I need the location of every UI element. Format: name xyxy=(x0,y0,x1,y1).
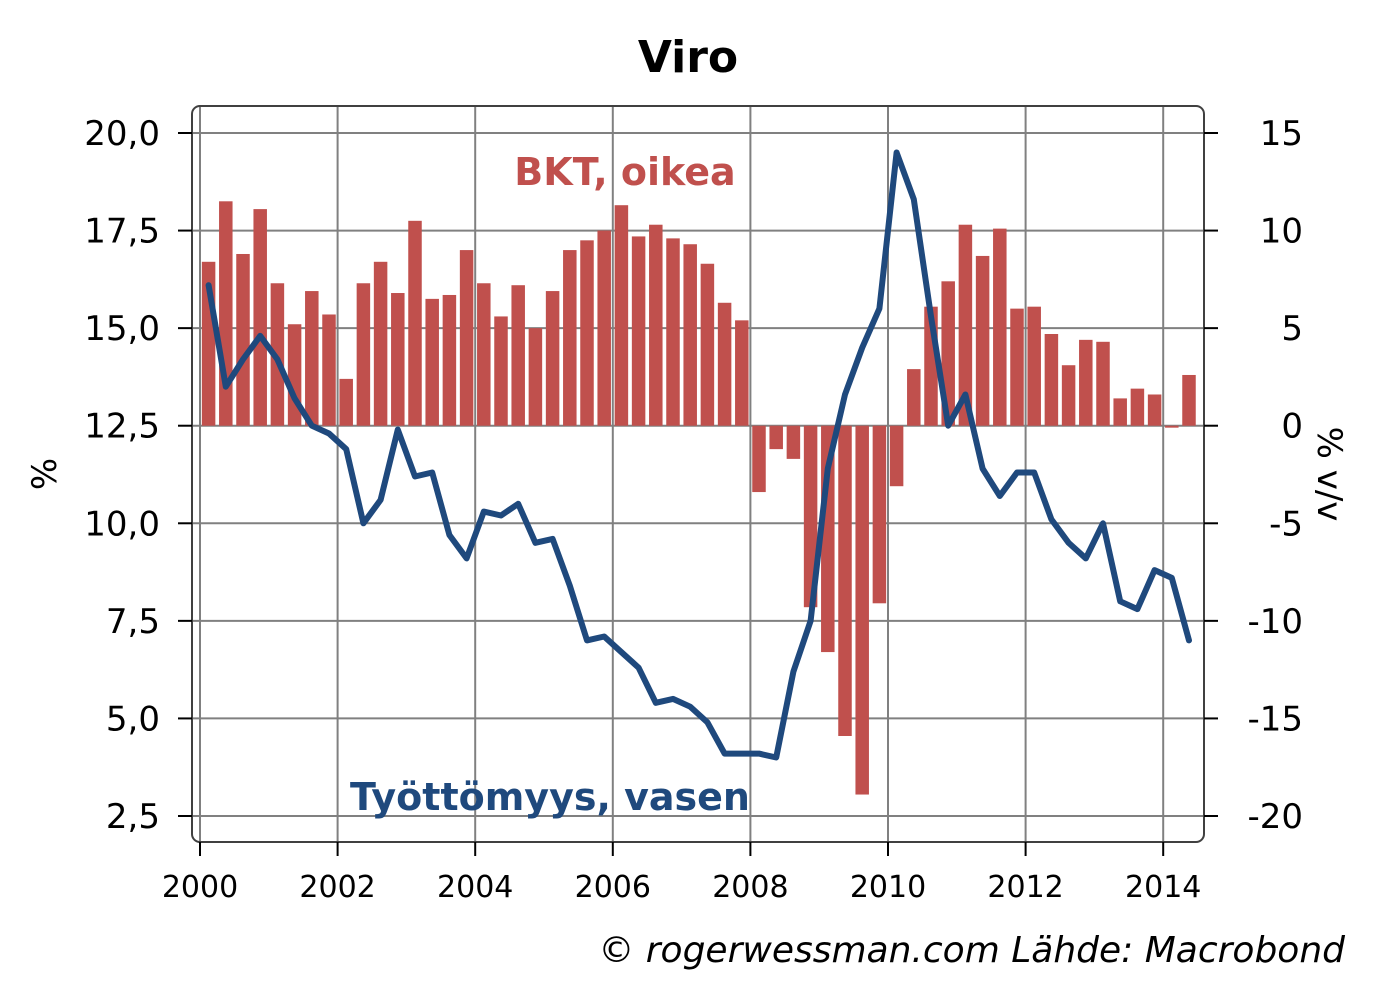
right-tick-label-0: -20 xyxy=(1247,797,1303,837)
gdp-bar-56 xyxy=(1165,425,1179,428)
gdp-bar-40 xyxy=(889,425,904,487)
gdp-bar-47 xyxy=(1010,308,1024,426)
gdp-bar-25 xyxy=(631,236,646,426)
gdp-bar-32 xyxy=(752,425,766,493)
gdp-bar-51 xyxy=(1079,339,1093,426)
gdp-bar-31 xyxy=(735,320,749,426)
gdp-bar-55 xyxy=(1147,394,1162,426)
gdp-bar-13 xyxy=(425,298,439,426)
left-tick-label-7: 20,0 xyxy=(84,114,160,154)
gdp-bar-49 xyxy=(1044,333,1059,426)
left-axis-label: % xyxy=(25,458,65,490)
x-tick-label-2: 2004 xyxy=(437,870,513,905)
gdp-bar-48 xyxy=(1027,306,1041,426)
gdp-bar-12 xyxy=(408,220,422,426)
x-tick-label-4: 2008 xyxy=(712,870,788,905)
gdp-bar-52 xyxy=(1096,341,1110,426)
gdp-bar-8 xyxy=(339,378,353,426)
gdp-bar-14 xyxy=(442,294,457,426)
gdp-bar-29 xyxy=(700,263,715,426)
left-tick-label-4: 12,5 xyxy=(84,407,160,447)
gdp-bar-9 xyxy=(356,283,371,426)
gdp-bar-54 xyxy=(1130,388,1145,426)
right-axis-label: % v/v xyxy=(1309,427,1349,522)
gdp-bar-53 xyxy=(1113,398,1127,426)
source-credit: © rogerwessman.com Lähde: Macrobond xyxy=(598,930,1346,971)
gdp-bar-46 xyxy=(993,228,1007,426)
gdp-bar-2 xyxy=(236,253,250,426)
unemployment-line-group xyxy=(205,149,1192,761)
gdp-bar-17 xyxy=(494,316,508,426)
gdp-bar-22 xyxy=(580,240,594,426)
chart-title: Viro xyxy=(638,32,738,83)
gdp-bar-44 xyxy=(958,224,973,426)
x-tick-label-6: 2012 xyxy=(987,870,1063,905)
gdp-bar-19 xyxy=(528,328,543,426)
x-tick-label-3: 2006 xyxy=(575,870,651,905)
gdp-bar-1 xyxy=(219,201,233,426)
gdp-bar-15 xyxy=(459,250,474,426)
gdp-bar-57 xyxy=(1182,374,1196,426)
gdp-series-label: BKT, oikea xyxy=(514,150,735,194)
gdp-bar-41 xyxy=(907,369,921,426)
right-axis-ticks: -20 -15 -10 -5 0 5 10 15 xyxy=(1204,114,1303,837)
left-tick-label-5: 15,0 xyxy=(84,309,160,349)
gdp-bar-24 xyxy=(614,205,629,426)
right-tick-label-3: -5 xyxy=(1269,504,1303,544)
left-tick-label-3: 10,0 xyxy=(84,504,160,544)
gdp-bar-21 xyxy=(563,250,577,426)
grid-lines xyxy=(192,106,1204,842)
right-tick-label-2: -10 xyxy=(1247,602,1303,642)
gdp-bar-37 xyxy=(838,425,852,736)
right-tick-label-4: 0 xyxy=(1281,407,1303,447)
gdp-bar-11 xyxy=(391,293,405,426)
gdp-bar-38 xyxy=(855,425,869,795)
gdp-bar-18 xyxy=(511,285,525,426)
x-axis-ticks: 2000 2002 2004 2006 2008 2010 2012 2014 xyxy=(162,842,1201,905)
x-tick-label-1: 2002 xyxy=(299,870,375,905)
plot-frame xyxy=(191,105,1205,843)
gdp-bar-50 xyxy=(1061,365,1076,426)
gdp-bar-26 xyxy=(649,224,663,426)
right-tick-label-1: -15 xyxy=(1247,699,1303,739)
gdp-bar-16 xyxy=(477,283,491,426)
left-tick-label-6: 17,5 xyxy=(84,212,160,252)
left-tick-label-0: 2,5 xyxy=(106,797,160,837)
gdp-bar-34 xyxy=(786,425,801,459)
gdp-bar-33 xyxy=(769,425,783,450)
gdp-bar-10 xyxy=(373,261,388,426)
left-tick-label-2: 7,5 xyxy=(106,602,160,642)
gdp-bar-6 xyxy=(305,291,319,426)
right-tick-label-7: 15 xyxy=(1260,114,1303,154)
left-axis-ticks: 2,5 5,0 7,5 10,0 12,5 15,0 17,5 20,0 xyxy=(84,114,192,837)
gdp-bar-20 xyxy=(545,291,560,426)
unemployment-line xyxy=(205,149,1192,761)
x-tick-label-7: 2014 xyxy=(1125,870,1201,905)
gdp-bar-30 xyxy=(717,302,732,426)
right-tick-label-5: 5 xyxy=(1281,309,1303,349)
gdp-bar-28 xyxy=(683,244,697,426)
gdp-bar-23 xyxy=(597,230,611,426)
x-tick-label-5: 2010 xyxy=(850,870,926,905)
unemployment-series-label: Työttömyys, vasen xyxy=(350,775,750,819)
gdp-bar-7 xyxy=(322,314,336,426)
left-tick-label-1: 5,0 xyxy=(106,699,160,739)
gdp-bar-3 xyxy=(253,209,267,426)
gdp-bar-45 xyxy=(975,255,990,426)
x-tick-label-0: 2000 xyxy=(162,870,238,905)
gdp-bar-39 xyxy=(872,425,887,604)
gdp-bar-35 xyxy=(803,425,818,608)
right-tick-label-6: 10 xyxy=(1260,212,1303,252)
gdp-bar-27 xyxy=(666,238,680,426)
